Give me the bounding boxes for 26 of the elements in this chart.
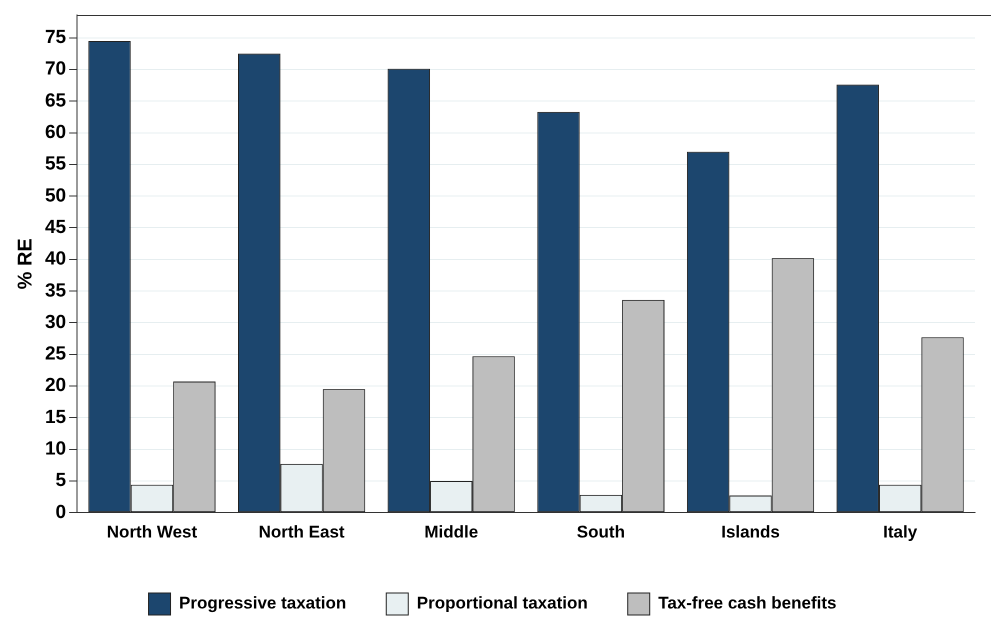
y-tick-label: 35 (44, 280, 67, 302)
x-tick-label: North West (106, 522, 198, 542)
y-tick-label: 30 (44, 312, 66, 333)
y-tick-label: 20 (44, 375, 66, 396)
legend-label: Progressive taxation (179, 594, 346, 613)
x-tick-label: Islands (721, 522, 780, 542)
y-tick-label: 50 (44, 185, 66, 206)
legend-label: Tax-free cash benefits (658, 594, 836, 613)
x-tick-label: Middle (424, 522, 478, 542)
y-tick-label: 75 (44, 27, 67, 48)
y-tick-label: 45 (44, 216, 67, 238)
y-tick-label: 40 (44, 248, 66, 270)
legend-label: Proportional taxation (416, 594, 588, 613)
x-tick-label: South (576, 522, 625, 542)
y-tick-label: 25 (44, 344, 67, 365)
x-tick-label: North East (258, 522, 345, 542)
y-tick-label: 55 (44, 154, 67, 175)
y-tick-label: 15 (44, 406, 67, 428)
y-tick-label: 65 (44, 90, 67, 112)
y-tick-label: 60 (44, 122, 66, 143)
y-axis-title: % RE (14, 238, 37, 290)
y-tick-label: 70 (44, 58, 66, 80)
y-tick-label: 5 (56, 470, 67, 492)
y-tick-label: 0 (56, 502, 66, 523)
y-tick-label: 10 (44, 438, 66, 460)
x-tick-label: Italy (883, 522, 918, 542)
